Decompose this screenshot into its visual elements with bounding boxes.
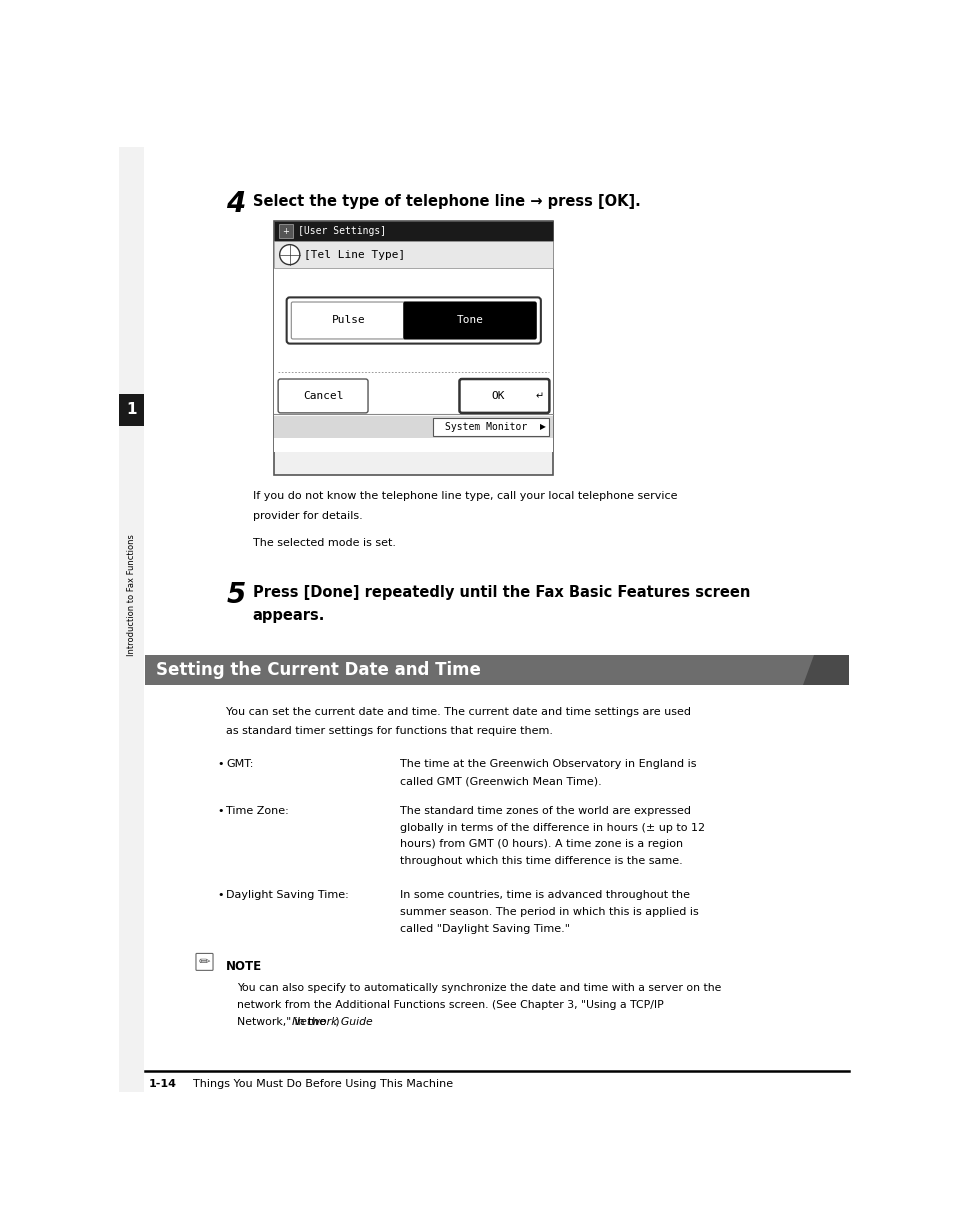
Text: Setting the Current Date and Time: Setting the Current Date and Time <box>156 661 481 679</box>
Text: Cancel: Cancel <box>302 391 343 401</box>
Text: NOTE: NOTE <box>226 960 262 973</box>
Text: summer season. The period in which this is applied is: summer season. The period in which this … <box>399 907 698 918</box>
Text: Time Zone:: Time Zone: <box>226 806 289 816</box>
Text: GMT:: GMT: <box>226 760 253 769</box>
Text: •: • <box>216 891 223 901</box>
FancyBboxPatch shape <box>286 297 540 344</box>
Text: 4: 4 <box>226 190 245 217</box>
Text: Things You Must Do Before Using This Machine: Things You Must Do Before Using This Mac… <box>193 1079 453 1088</box>
Text: The standard time zones of the world are expressed: The standard time zones of the world are… <box>399 806 690 816</box>
Bar <box>278 225 293 238</box>
Text: The selected mode is set.: The selected mode is set. <box>253 539 395 548</box>
Bar <box>145 655 848 686</box>
Text: globally in terms of the difference in hours (± up to 12: globally in terms of the difference in h… <box>399 822 704 833</box>
Text: •: • <box>216 760 223 769</box>
Text: appears.: appears. <box>253 609 325 623</box>
Text: Press [Done] repeatedly until the Fax Basic Features screen: Press [Done] repeatedly until the Fax Ba… <box>253 585 749 600</box>
Text: In some countries, time is advanced throughout the: In some countries, time is advanced thro… <box>399 891 689 901</box>
Text: as standard timer settings for functions that require them.: as standard timer settings for functions… <box>226 725 553 735</box>
Bar <box>274 221 553 475</box>
FancyBboxPatch shape <box>278 379 368 413</box>
Text: Select the type of telephone line → press [OK].: Select the type of telephone line → pres… <box>253 194 639 210</box>
Text: Network Guide: Network Guide <box>292 1017 373 1027</box>
Text: ▶: ▶ <box>539 422 545 431</box>
FancyBboxPatch shape <box>291 302 405 339</box>
Text: You can also specify to automatically synchronize the date and time with a serve: You can also specify to automatically sy… <box>236 983 720 993</box>
Text: Daylight Saving Time:: Daylight Saving Time: <box>226 891 349 901</box>
Text: 1-14: 1-14 <box>149 1079 176 1088</box>
Circle shape <box>279 244 299 265</box>
Text: [Tel Line Type]: [Tel Line Type] <box>303 249 404 260</box>
Text: ✏: ✏ <box>198 955 210 969</box>
Bar <box>274 221 553 242</box>
Text: hours) from GMT (0 hours). A time zone is a region: hours) from GMT (0 hours). A time zone i… <box>399 839 682 849</box>
Text: The time at the Greenwich Observatory in England is: The time at the Greenwich Observatory in… <box>399 760 696 769</box>
Text: throughout which this time difference is the same.: throughout which this time difference is… <box>399 856 681 866</box>
Text: Tone: Tone <box>456 315 483 325</box>
Text: Network," in the: Network," in the <box>236 1017 329 1027</box>
Text: called "Daylight Saving Time.": called "Daylight Saving Time." <box>399 924 569 934</box>
Text: You can set the current date and time. The current date and time settings are us: You can set the current date and time. T… <box>226 707 691 717</box>
Bar <box>433 417 549 436</box>
Text: If you do not know the telephone line type, call your local telephone service: If you do not know the telephone line ty… <box>253 491 677 501</box>
Text: Introduction to Fax Functions: Introduction to Fax Functions <box>127 535 136 656</box>
Text: 5: 5 <box>226 580 245 609</box>
Text: 1: 1 <box>126 402 137 417</box>
Text: provider for details.: provider for details. <box>253 510 362 520</box>
Bar <box>119 394 144 426</box>
Text: OK: OK <box>491 391 504 401</box>
Text: +: + <box>282 227 289 236</box>
Text: System Monitor: System Monitor <box>444 422 526 432</box>
Text: [User Settings]: [User Settings] <box>297 226 385 236</box>
Bar <box>274 242 553 453</box>
FancyBboxPatch shape <box>459 379 549 413</box>
Bar <box>274 242 553 269</box>
Text: •: • <box>216 806 223 816</box>
Text: ↵: ↵ <box>535 391 543 401</box>
FancyBboxPatch shape <box>403 302 536 339</box>
Text: called GMT (Greenwich Mean Time).: called GMT (Greenwich Mean Time). <box>399 777 601 787</box>
Text: Pulse: Pulse <box>331 315 365 325</box>
Bar <box>119 147 144 1092</box>
Text: .): .) <box>333 1017 340 1027</box>
Bar <box>274 416 553 438</box>
Polygon shape <box>802 655 848 686</box>
Text: network from the Additional Functions screen. (See Chapter 3, "Using a TCP/IP: network from the Additional Functions sc… <box>236 1000 663 1010</box>
